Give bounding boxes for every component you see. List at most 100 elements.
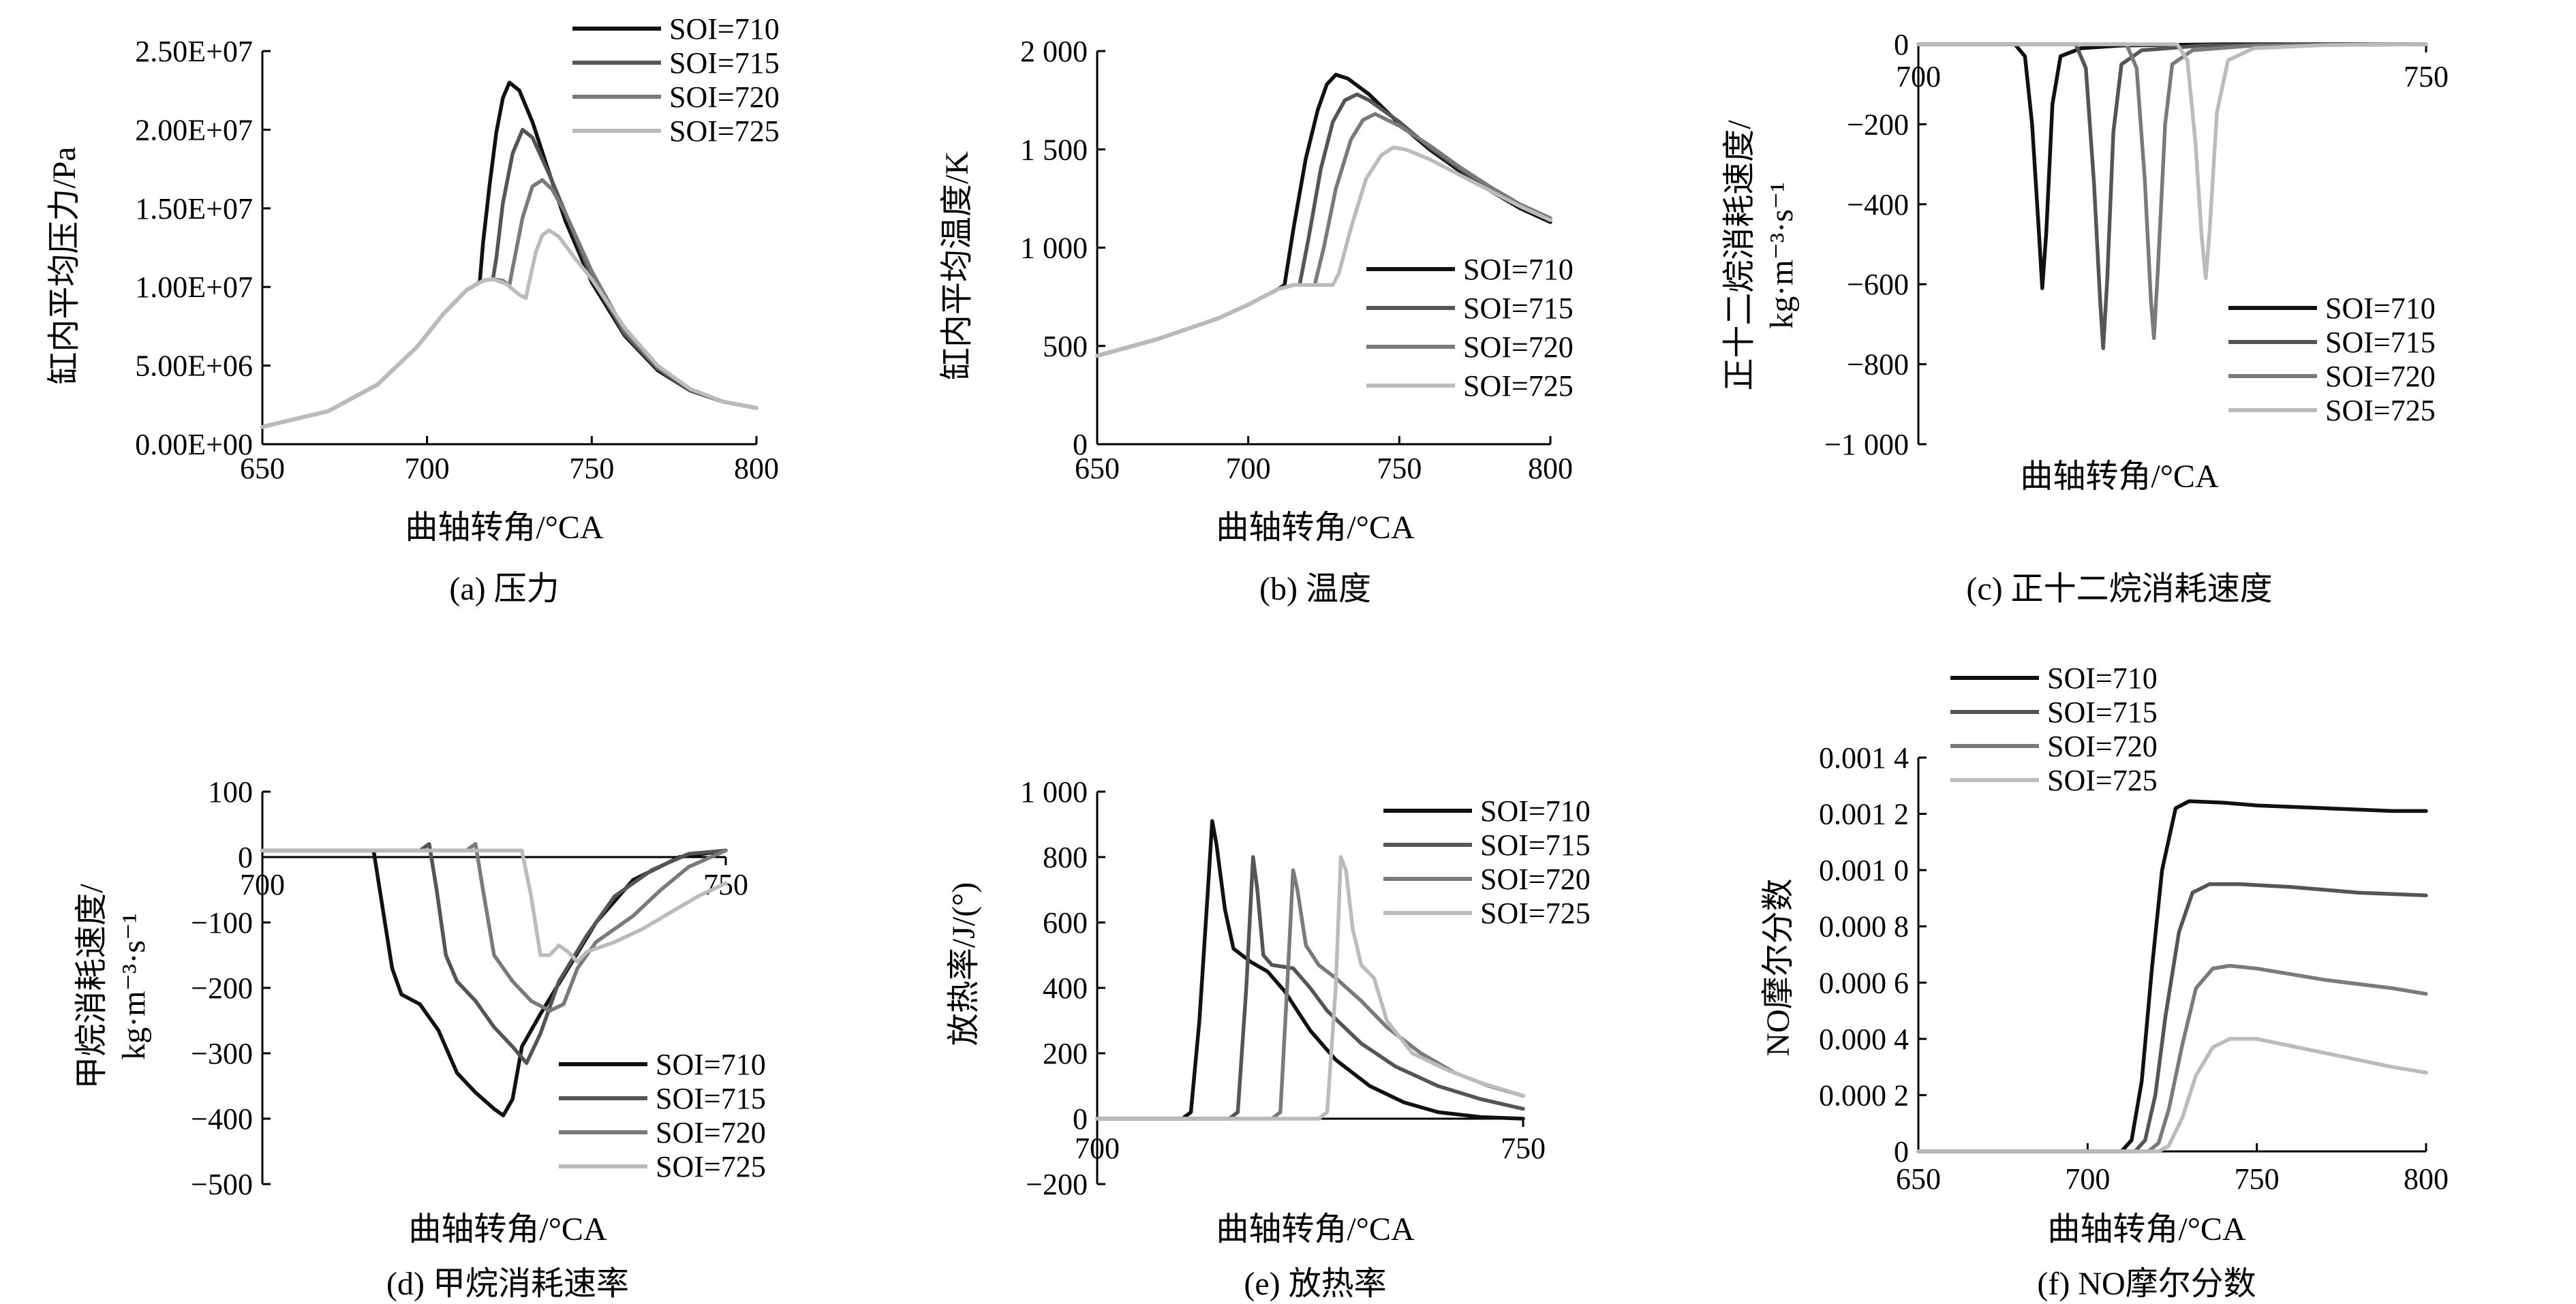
panel-b-y-tick-label: 0 (1073, 428, 1088, 461)
panel-b-plot: 0 500 1 000 1 500 2 000 650 700 750 800 SOI=710 SO… (1020, 35, 1574, 485)
panel-c-legend-label: SOI=725 (2325, 394, 2436, 427)
panel-c-ylabel: 正十二烷消耗速度/ (1721, 120, 1758, 391)
panel-f-y-tick-label: 0.001 4 (1819, 741, 1909, 775)
panel-a-caption: (a) 压力 (449, 571, 559, 607)
panel-b-legend-label: SOI=725 (1463, 369, 1574, 403)
panel-b-legend-label: SOI=710 (1463, 253, 1574, 286)
panel-a-x-tick-label: 800 (734, 452, 779, 485)
panel-a-series-soi-720 (260, 178, 758, 429)
panel-f-y-tick-label: 0.000 8 (1819, 910, 1909, 944)
panel-f-series-soi-725 (1916, 1037, 2428, 1153)
panel-e-series-soi-715 (1095, 855, 1525, 1121)
panel-b-y-tick-label: 2 000 (1020, 35, 1088, 68)
panel-f-legend-label: SOI=725 (2047, 764, 2158, 797)
panel-c-ylabel-units: kg·m⁻³·s⁻¹ (1764, 182, 1800, 328)
panel-b-x-tick-label: 800 (1528, 452, 1573, 485)
panel-b: 0 500 1 000 1 500 2 000 650 700 750 800 SOI=710 SO… (939, 35, 1574, 607)
panel-a-ylabel: 缸内平均压力/Pa (46, 146, 82, 384)
panel-f-ylabel: NO摩尔分数 (1760, 878, 1796, 1056)
panel-c-series-soi-710 (1916, 42, 2428, 290)
panel-a-legend-label: SOI=715 (669, 46, 780, 80)
panel-f-x-tick-label: 700 (2065, 1162, 2110, 1196)
panel-f-y-tick-label: 0 (1894, 1135, 1909, 1168)
panel-f-series-soi-720 (1916, 963, 2428, 1153)
panel-e-y-tick-label: 1 000 (1020, 775, 1088, 809)
panel-d-y-tick-label: −400 (191, 1102, 253, 1136)
panel-a-x-tick-label: 650 (240, 452, 285, 485)
panel-a-legend-label: SOI=710 (669, 12, 780, 46)
panel-f: 0 0.000 2 0.000 4 0.000 6 0.000 8 0.001 0 0.00… (1760, 662, 2449, 1302)
panel-a-x-tick-label: 750 (569, 452, 614, 485)
panel-f-x-tick-label: 800 (2404, 1162, 2449, 1196)
panel-e-legend-label: SOI=715 (1480, 828, 1591, 862)
panel-a-xlabel: 曲轴转角/°CA (405, 510, 604, 546)
panel-d-y-tick-label: −100 (191, 906, 253, 940)
panel-e-x-tick-label: 700 (1075, 1132, 1120, 1165)
panel-e-legend-label: SOI=720 (1480, 863, 1591, 896)
panel-a-y-tick-label: 2.00E+07 (135, 113, 253, 146)
panel-c-series-soi-720 (1916, 42, 2428, 341)
panel-e-y-tick-label: 800 (1043, 841, 1088, 874)
panel-a-series-soi-725 (260, 228, 758, 429)
panel-b-y-tick-label: 500 (1043, 330, 1088, 363)
panel-f-xlabel: 曲轴转角/°CA (2047, 1211, 2246, 1247)
panel-d-y-tick-label: −300 (191, 1037, 253, 1070)
panel-c-series-soi-725 (1916, 42, 2428, 281)
panel-e-y-tick-label: 0 (1073, 1102, 1088, 1136)
panel-e-series-soi-710 (1095, 819, 1525, 1121)
panel-b-x-tick-label: 750 (1377, 452, 1422, 485)
panel-f-series-soi-715 (1916, 882, 2428, 1153)
panel-f-series-soi-710 (1916, 799, 2428, 1153)
panel-e-y-tick-label: 400 (1043, 972, 1088, 1005)
panel-e-legend-label: SOI=710 (1480, 794, 1591, 828)
panel-d-ylabel-units: kg·m⁻³·s⁻¹ (116, 913, 152, 1059)
panel-a-legend-label: SOI=725 (669, 114, 780, 148)
panel-c-y-tick-label: −400 (1847, 188, 1909, 221)
panel-e-series-soi-725 (1095, 855, 1525, 1121)
panel-b-y-tick-label: 1 000 (1020, 232, 1088, 265)
panel-f-y-tick-label: 0.001 0 (1819, 854, 1909, 887)
panel-e-xlabel: 曲轴转角/°CA (1216, 1211, 1415, 1247)
panel-f-y-tick-label: 0.000 2 (1819, 1078, 1909, 1112)
panel-c-y-tick-label: −1 000 (1824, 428, 1909, 461)
panel-d-legend-label: SOI=715 (656, 1082, 766, 1115)
panel-b-ylabel: 缸内平均温度/K (939, 151, 975, 380)
panel-f-legend-label: SOI=710 (2047, 662, 2158, 695)
panel-a-y-tick-label: 1.00E+07 (135, 270, 253, 304)
panel-e-x-tick-label: 750 (1501, 1132, 1546, 1165)
panel-d-y-tick-label: −500 (191, 1168, 253, 1201)
panel-a-y-tick-label: 2.50E+07 (135, 35, 253, 68)
panel-d-legend-label: SOI=720 (656, 1116, 766, 1149)
panel-d-y-tick-label: 100 (208, 775, 253, 809)
panel-f-x-tick-label: 750 (2235, 1162, 2280, 1196)
panel-e-y-tick-label: 600 (1043, 906, 1088, 940)
panel-f-legend-label: SOI=715 (2047, 696, 2158, 729)
panel-e-y-tick-label: 200 (1043, 1037, 1088, 1070)
panel-a-x-tick-label: 700 (405, 452, 450, 485)
panel-d-caption: (d) 甲烷消耗速率 (386, 1266, 629, 1302)
panel-b-caption: (b) 温度 (1259, 571, 1371, 607)
panel-e-series-soi-720 (1095, 868, 1525, 1121)
panel-f-plot: 0 0.000 2 0.000 4 0.000 6 0.000 8 0.001 0 0.00… (1819, 662, 2449, 1196)
panel-e-caption: (e) 放热率 (1244, 1266, 1386, 1302)
panel-e-y-tick-label: −200 (1026, 1168, 1088, 1201)
panel-a-y-tick-label: 0.00E+00 (135, 428, 253, 461)
panel-b-x-tick-label: 700 (1226, 452, 1271, 485)
panel-d-series-soi-720 (260, 842, 728, 1013)
panel-b-legend-label: SOI=715 (1463, 292, 1574, 325)
panel-b-legend-label: SOI=720 (1463, 330, 1574, 364)
panel-c-x-tick-label: 750 (2404, 60, 2449, 93)
panel-c-series-soi-715 (1916, 42, 2428, 350)
panel-a: 0.00E+00 5.00E+06 1.00E+07 1.50E+07 2.00E+07… (46, 12, 780, 607)
panel-d-ylabel: 甲烷消耗速度/ (74, 884, 110, 1089)
panel-d-legend-label: SOI=710 (656, 1048, 766, 1081)
panel-c-y-tick-label: −600 (1847, 268, 1909, 301)
panel-e-ylabel: 放热率/J/(°) (946, 882, 982, 1046)
panel-d-xlabel: 曲轴转角/°CA (408, 1211, 607, 1247)
panel-c-y-tick-label: −800 (1847, 348, 1909, 382)
